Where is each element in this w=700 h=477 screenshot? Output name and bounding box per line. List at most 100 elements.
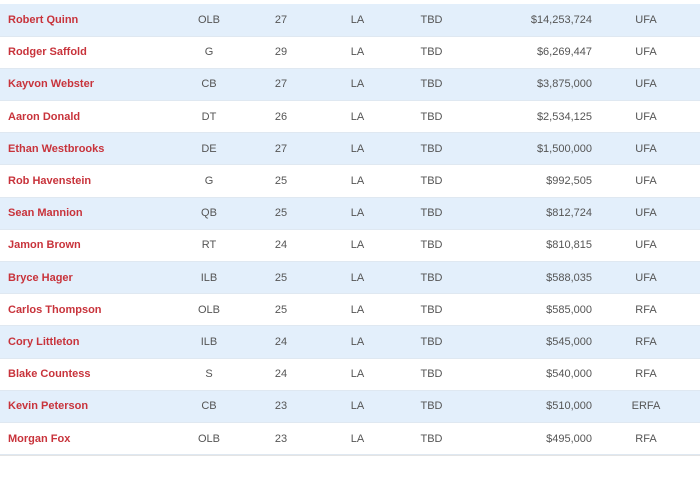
status-cell: TBD	[404, 390, 459, 423]
table-row: Cory Littleton ILB 24 LA TBD $545,000 RFA	[0, 325, 700, 359]
player-name-link[interactable]: Bryce Hager	[0, 261, 167, 295]
position-cell: G	[167, 36, 251, 69]
fa-type-cell: UFA	[592, 229, 700, 263]
age-cell: 24	[251, 229, 311, 263]
age-cell: 23	[251, 390, 311, 423]
player-name-link[interactable]: Rodger Saffold	[0, 36, 167, 69]
salary-cell: $1,500,000	[459, 132, 592, 166]
fa-type-cell: UFA	[592, 132, 700, 166]
table-row: Bryce Hager ILB 25 LA TBD $588,035 UFA	[0, 261, 700, 295]
status-cell: TBD	[404, 4, 459, 37]
player-name-link[interactable]: Kayvon Webster	[0, 68, 167, 102]
status-cell: TBD	[404, 132, 459, 166]
team-cell: LA	[311, 164, 404, 198]
fa-type-cell: ERFA	[592, 390, 700, 423]
player-name-link[interactable]: Robert Quinn	[0, 4, 167, 37]
team-cell: LA	[311, 36, 404, 69]
position-cell: CB	[167, 390, 251, 423]
player-name-link[interactable]: Ethan Westbrooks	[0, 132, 167, 166]
team-cell: LA	[311, 261, 404, 295]
fa-type-cell: UFA	[592, 36, 700, 69]
player-name-link[interactable]: Kevin Peterson	[0, 390, 167, 423]
fa-type-cell: UFA	[592, 197, 700, 230]
player-name-link[interactable]: Blake Countess	[0, 358, 167, 391]
salary-cell: $3,875,000	[459, 68, 592, 102]
age-cell: 27	[251, 4, 311, 37]
age-cell: 25	[251, 261, 311, 295]
salary-cell: $812,724	[459, 197, 592, 230]
fa-type-cell: UFA	[592, 100, 700, 134]
salary-cell: $540,000	[459, 358, 592, 391]
age-cell: 29	[251, 36, 311, 69]
salary-cell: $510,000	[459, 390, 592, 423]
position-cell: DT	[167, 100, 251, 134]
table-row: Jamon Brown RT 24 LA TBD $810,815 UFA	[0, 229, 700, 263]
table-row: Kayvon Webster CB 27 LA TBD $3,875,000 UFA	[0, 68, 700, 102]
salary-cell: $6,269,447	[459, 36, 592, 69]
position-cell: QB	[167, 197, 251, 230]
age-cell: 23	[251, 422, 311, 456]
salary-cell: $2,534,125	[459, 100, 592, 134]
player-name-link[interactable]: Carlos Thompson	[0, 293, 167, 327]
team-cell: LA	[311, 100, 404, 134]
status-cell: TBD	[404, 293, 459, 327]
salary-cell: $495,000	[459, 422, 592, 456]
team-cell: LA	[311, 4, 404, 37]
team-cell: LA	[311, 229, 404, 263]
fa-type-cell: UFA	[592, 4, 700, 37]
salary-cell: $14,253,724	[459, 4, 592, 37]
age-cell: 24	[251, 325, 311, 359]
status-cell: TBD	[404, 261, 459, 295]
position-cell: CB	[167, 68, 251, 102]
table-row: Robert Quinn OLB 27 LA TBD $14,253,724 UFA	[0, 4, 700, 37]
position-cell: OLB	[167, 422, 251, 456]
table-row: Carlos Thompson OLB 25 LA TBD $585,000 RFA	[0, 293, 700, 327]
player-name-link[interactable]: Cory Littleton	[0, 325, 167, 359]
age-cell: 27	[251, 68, 311, 102]
position-cell: S	[167, 358, 251, 391]
team-cell: LA	[311, 68, 404, 102]
fa-type-cell: UFA	[592, 68, 700, 102]
position-cell: ILB	[167, 325, 251, 359]
position-cell: RT	[167, 229, 251, 263]
status-cell: TBD	[404, 197, 459, 230]
free-agents-table: Robert Quinn OLB 27 LA TBD $14,253,724 UFA Rodg…	[0, 4, 700, 456]
position-cell: ILB	[167, 261, 251, 295]
age-cell: 24	[251, 358, 311, 391]
player-name-link[interactable]: Aaron Donald	[0, 100, 167, 134]
table-row: Rodger Saffold G 29 LA TBD $6,269,447 UFA	[0, 36, 700, 69]
age-cell: 25	[251, 164, 311, 198]
salary-cell: $545,000	[459, 325, 592, 359]
free-agents-table-container: Robert Quinn OLB 27 LA TBD $14,253,724 UFA Rodg…	[0, 4, 700, 456]
status-cell: TBD	[404, 325, 459, 359]
position-cell: DE	[167, 132, 251, 166]
fa-type-cell: RFA	[592, 293, 700, 327]
table-row: Ethan Westbrooks DE 27 LA TBD $1,500,000 UFA	[0, 132, 700, 166]
table-row: Aaron Donald DT 26 LA TBD $2,534,125 UFA	[0, 100, 700, 134]
fa-type-cell: RFA	[592, 422, 700, 456]
salary-cell: $585,000	[459, 293, 592, 327]
team-cell: LA	[311, 390, 404, 423]
position-cell: OLB	[167, 293, 251, 327]
status-cell: TBD	[404, 68, 459, 102]
table-body: Robert Quinn OLB 27 LA TBD $14,253,724 UFA Rodg…	[0, 4, 700, 456]
salary-cell: $588,035	[459, 261, 592, 295]
status-cell: TBD	[404, 229, 459, 263]
player-name-link[interactable]: Sean Mannion	[0, 197, 167, 230]
player-name-link[interactable]: Morgan Fox	[0, 422, 167, 456]
team-cell: LA	[311, 132, 404, 166]
player-name-link[interactable]: Jamon Brown	[0, 229, 167, 263]
table-row: Morgan Fox OLB 23 LA TBD $495,000 RFA	[0, 422, 700, 456]
fa-type-cell: UFA	[592, 164, 700, 198]
status-cell: TBD	[404, 358, 459, 391]
fa-type-cell: RFA	[592, 358, 700, 391]
fa-type-cell: UFA	[592, 261, 700, 295]
age-cell: 25	[251, 197, 311, 230]
team-cell: LA	[311, 197, 404, 230]
status-cell: TBD	[404, 100, 459, 134]
status-cell: TBD	[404, 164, 459, 198]
age-cell: 27	[251, 132, 311, 166]
player-name-link[interactable]: Rob Havenstein	[0, 164, 167, 198]
position-cell: OLB	[167, 4, 251, 37]
table-bottom-divider	[0, 455, 700, 456]
